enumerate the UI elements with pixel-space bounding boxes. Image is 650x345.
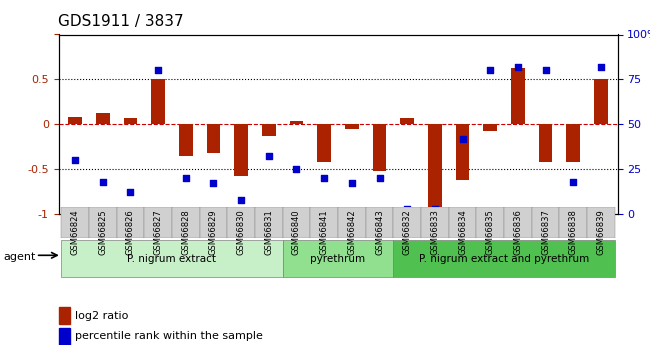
Bar [262,124,276,136]
Text: GSM66836: GSM66836 [514,209,523,255]
FancyBboxPatch shape [61,207,89,238]
Bar [151,79,165,124]
FancyBboxPatch shape [504,207,532,238]
Point [430,206,440,211]
Bar [566,124,580,162]
Bar [511,68,525,124]
FancyBboxPatch shape [560,207,587,238]
FancyBboxPatch shape [587,207,615,238]
Point [98,179,108,184]
Point [485,68,495,73]
Bar [68,117,82,124]
Bar [289,121,304,124]
Bar [317,124,331,162]
Point [458,136,468,141]
Text: GDS1911 / 3837: GDS1911 / 3837 [58,14,184,29]
FancyBboxPatch shape [283,207,310,238]
Bar [58,307,70,324]
Point [595,64,606,70]
Point [181,175,191,181]
Point [513,64,523,70]
Point [374,175,385,181]
Point [208,181,218,186]
Text: GSM66826: GSM66826 [126,209,135,255]
Text: percentile rank within the sample: percentile rank within the sample [75,332,263,341]
Bar [456,124,469,180]
Text: GSM66837: GSM66837 [541,209,550,255]
FancyBboxPatch shape [116,207,144,238]
Point [236,197,246,202]
Text: pyrethrum: pyrethrum [311,254,365,264]
Text: P. nigrum extract: P. nigrum extract [127,254,216,264]
Text: agent: agent [3,252,36,262]
FancyBboxPatch shape [393,240,615,277]
Point [346,181,357,186]
Text: GSM66843: GSM66843 [375,209,384,255]
Point [402,206,412,211]
Bar [207,124,220,153]
Text: GSM66842: GSM66842 [347,209,356,255]
Point [540,68,551,73]
Bar [345,124,359,129]
Text: GSM66835: GSM66835 [486,209,495,255]
Bar [179,124,192,156]
Text: GSM66839: GSM66839 [597,209,605,255]
FancyBboxPatch shape [89,207,116,238]
Text: P. nigrum extract and pyrethrum: P. nigrum extract and pyrethrum [419,254,589,264]
FancyBboxPatch shape [200,207,227,238]
Point [319,175,330,181]
Bar [484,124,497,131]
Bar [594,79,608,124]
FancyBboxPatch shape [421,207,448,238]
Text: GSM66829: GSM66829 [209,209,218,255]
FancyBboxPatch shape [366,207,393,238]
Text: GSM66833: GSM66833 [430,209,439,255]
Text: GSM66827: GSM66827 [153,209,162,255]
Text: GSM66841: GSM66841 [320,209,329,255]
Point [264,154,274,159]
FancyBboxPatch shape [448,207,476,238]
FancyBboxPatch shape [255,207,283,238]
FancyBboxPatch shape [283,240,393,277]
Bar [58,328,70,345]
Text: log2 ratio: log2 ratio [75,311,129,321]
Text: GSM66838: GSM66838 [569,209,578,255]
FancyBboxPatch shape [393,207,421,238]
Bar [372,124,387,171]
Point [70,157,81,163]
Text: GSM66834: GSM66834 [458,209,467,255]
FancyBboxPatch shape [310,207,338,238]
Text: GSM66840: GSM66840 [292,209,301,255]
Text: GSM66831: GSM66831 [265,209,273,255]
FancyBboxPatch shape [338,207,366,238]
Text: GSM66828: GSM66828 [181,209,190,255]
FancyBboxPatch shape [532,207,560,238]
FancyBboxPatch shape [172,207,200,238]
FancyBboxPatch shape [476,207,504,238]
Text: GSM66832: GSM66832 [403,209,411,255]
FancyBboxPatch shape [227,207,255,238]
Text: GSM66824: GSM66824 [71,209,79,255]
Bar [234,124,248,176]
Point [125,190,136,195]
FancyBboxPatch shape [61,240,283,277]
FancyBboxPatch shape [144,207,172,238]
Text: GSM66830: GSM66830 [237,209,246,255]
Text: GSM66825: GSM66825 [98,209,107,255]
Bar [539,124,552,162]
Bar [124,118,137,124]
Point [568,179,578,184]
Point [153,68,163,73]
Bar [96,114,110,124]
Point [291,166,302,172]
Bar [428,124,442,209]
Bar [400,118,414,124]
